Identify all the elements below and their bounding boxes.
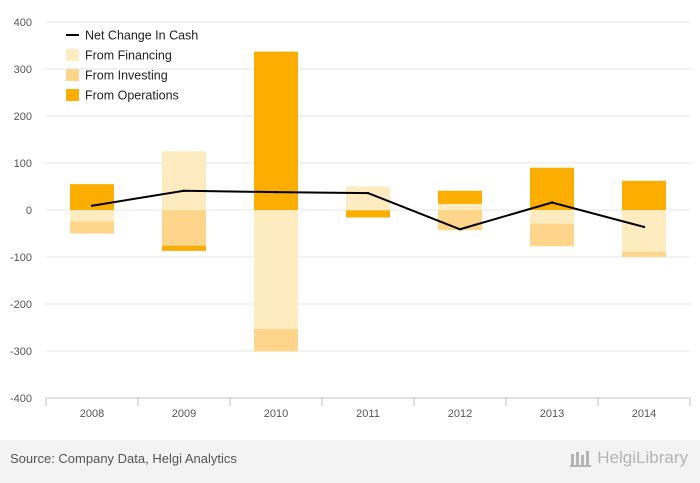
y-tick-label: -300 xyxy=(10,346,32,358)
legend-swatch-from-financing xyxy=(66,49,79,61)
y-tick-label: 300 xyxy=(14,64,32,76)
bar-from-investing-2010[interactable] xyxy=(254,328,298,352)
x-tick-label-2014: 2014 xyxy=(632,408,656,420)
chart: -400 -300 -200 -100 0 100 200 300 400 2008 2009 201… xyxy=(10,17,691,420)
source-note: Source: Company Data, Helgi Analytics xyxy=(10,451,237,466)
legend-item-from-financing[interactable]: From Financing xyxy=(85,49,172,63)
bar-from-financing-2010[interactable] xyxy=(254,210,298,329)
y-tick-label: -400 xyxy=(10,393,32,405)
line-point-2012 xyxy=(458,228,462,231)
x-tick-label-2008: 2008 xyxy=(80,408,104,420)
bar-from-investing-2014[interactable] xyxy=(622,251,666,257)
y-tick-label: 400 xyxy=(14,17,32,29)
legend-item-net-change-in-cash[interactable]: Net Change In Cash xyxy=(85,29,198,43)
bar-from-investing-2013[interactable] xyxy=(530,223,574,247)
bar-from-investing-2011[interactable] xyxy=(346,210,390,211)
bar-from-operations-2012[interactable] xyxy=(438,190,482,204)
line-point-2011 xyxy=(366,191,370,195)
x-tick-label-2010: 2010 xyxy=(264,408,288,420)
legend-swatch-from-operations xyxy=(66,89,79,101)
bar-from-investing-2008[interactable] xyxy=(70,221,114,234)
y-tick-label: 100 xyxy=(14,158,32,170)
x-tick-label-2012: 2012 xyxy=(448,408,472,420)
chart-svg: -400 -300 -200 -100 0 100 200 300 400 2008 2009 201… xyxy=(10,17,691,420)
bar-from-investing-2009[interactable] xyxy=(162,210,206,246)
legend-item-from-investing[interactable]: From Investing xyxy=(85,69,168,83)
line-point-2013 xyxy=(550,201,554,204)
brand-name: HelgiLibrary xyxy=(597,448,688,467)
y-tick-label: 200 xyxy=(14,111,32,123)
bar-from-financing-2014[interactable] xyxy=(622,210,666,252)
legend-item-from-operations[interactable]: From Operations xyxy=(85,89,179,103)
bar-from-operations-2014[interactable] xyxy=(622,180,666,210)
bar-from-operations-2009[interactable] xyxy=(162,245,206,251)
line-point-2008 xyxy=(90,204,94,207)
line-point-2010 xyxy=(274,190,278,194)
y-tick-label: 0 xyxy=(26,205,32,217)
bar-from-financing-2009[interactable] xyxy=(162,151,206,210)
x-tick-label-2009: 2009 xyxy=(172,408,196,420)
y-tick-label: -200 xyxy=(10,299,32,311)
library-icon xyxy=(570,451,592,467)
x-tick-label-2011: 2011 xyxy=(356,408,380,420)
line-point-2014 xyxy=(642,225,646,229)
x-tick-label-2013: 2013 xyxy=(540,408,564,420)
bar-from-financing-2013[interactable] xyxy=(530,210,574,224)
bar-from-financing-2008[interactable] xyxy=(70,210,114,222)
y-tick-label: -100 xyxy=(10,252,32,264)
footer: Source: Company Data, Helgi Analytics He… xyxy=(0,440,700,483)
bar-from-investing-2012[interactable] xyxy=(438,210,482,231)
bar-from-financing-2012[interactable] xyxy=(438,203,482,210)
bar-from-operations-2010[interactable] xyxy=(254,51,298,210)
brand-logo[interactable]: HelgiLibrary xyxy=(570,448,688,468)
bar-from-operations-2011[interactable] xyxy=(346,210,390,218)
legend-swatch-from-investing xyxy=(66,69,79,81)
line-point-2009 xyxy=(182,189,186,192)
